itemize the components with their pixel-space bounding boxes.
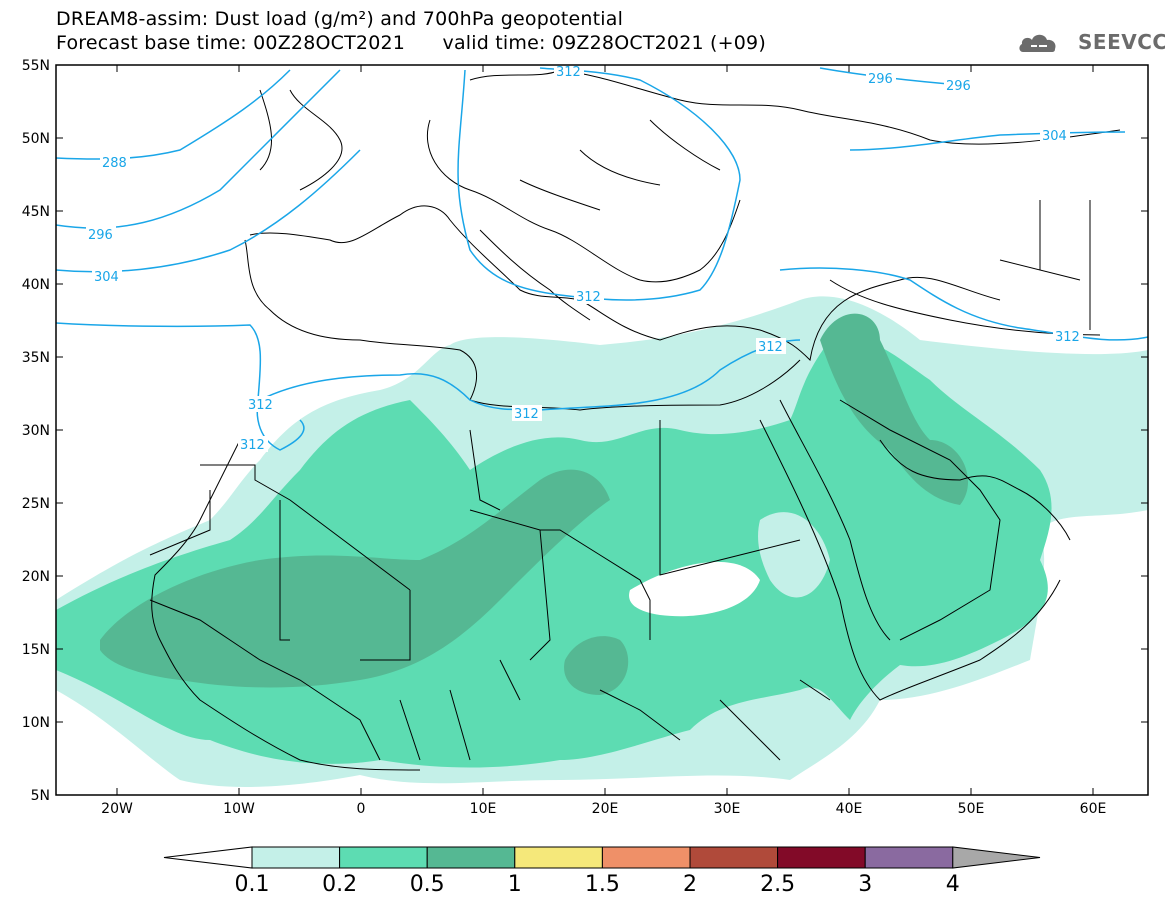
lat-tick-label: 10N — [22, 715, 50, 731]
lat-tick-label: 25N — [22, 496, 50, 512]
latitude-axis: 55N 50N 45N 40N 35N 30N 25N 20N 15N 10N 5N — [22, 58, 1148, 804]
contour-label: 296 — [88, 228, 113, 243]
colorbar-tick-label: 3 — [858, 872, 872, 897]
contour-label: 288 — [102, 156, 127, 171]
contour-label-group: 288 296 304 312 296 296 304 312 312 312 … — [86, 64, 1083, 453]
colorbar-tick-label: 2 — [683, 872, 697, 897]
contour-label: 312 — [576, 290, 601, 305]
colorbar-tick-label: 1.5 — [585, 872, 620, 897]
dust-area-dark-2 — [564, 636, 629, 695]
lat-tick-label: 35N — [22, 350, 50, 366]
dust-area-dark — [100, 469, 610, 688]
lon-tick-label: 20E — [592, 801, 619, 817]
lon-tick-label: 10W — [223, 801, 255, 817]
lon-tick-label: 60E — [1080, 801, 1107, 817]
lon-tick-label: 10E — [470, 801, 497, 817]
contour-label: 296 — [868, 72, 893, 87]
lon-tick-label: 50E — [958, 801, 985, 817]
dust-shading — [56, 296, 1148, 787]
lon-tick-label: 30E — [714, 801, 741, 817]
colorbar-segment — [339, 846, 428, 869]
contour-label: 312 — [240, 438, 265, 453]
map-title: DREAM8-assim: Dust load (g/m²) and 700hP… — [56, 8, 624, 30]
coastlines-and-borders — [149, 69, 1121, 771]
lat-tick-label: 15N — [22, 642, 50, 658]
colorbar-tick-label: 2.5 — [760, 872, 795, 897]
lat-tick-label: 30N — [22, 423, 50, 439]
contour-label: 312 — [556, 65, 581, 80]
colorbar-segment — [777, 846, 866, 869]
colorbar-tick-label: 0.5 — [410, 872, 445, 897]
dust-hole — [629, 561, 760, 617]
lat-tick-label: 55N — [22, 58, 50, 74]
colorbar-over-arrow — [952, 846, 1041, 869]
lat-tick-label: 45N — [22, 204, 50, 220]
contour-label: 312 — [514, 407, 539, 422]
lat-tick-label: 20N — [22, 569, 50, 585]
lon-tick-label: 20W — [101, 801, 133, 817]
lon-tick-label: 40E — [836, 801, 863, 817]
logo-text: SEEVCCC — [1078, 30, 1165, 54]
map-subtitle: Forecast base time: 00Z28OCT2021 valid t… — [56, 32, 766, 54]
colorbar-segment — [426, 846, 516, 869]
lat-tick-label: 5N — [31, 788, 50, 804]
longitude-axis: 20W 10W 0 10E 20E 30E 40E 50E 60E — [101, 65, 1106, 817]
colorbar-segment — [689, 846, 779, 869]
colorbar-tick-label: 0.1 — [235, 872, 270, 897]
dust-area-dark-3 — [820, 313, 969, 505]
lat-tick-label: 50N — [22, 131, 50, 147]
colorbar: 0.1 0.2 0.5 1 1.5 2 2.5 3 4 — [163, 846, 1041, 897]
colorbar-segment — [251, 846, 341, 869]
colorbar-tick-label: 1 — [508, 872, 522, 897]
colorbar-segment — [864, 846, 954, 869]
lon-tick-label: 0 — [357, 801, 366, 817]
contour-label: 296 — [946, 79, 971, 94]
colorbar-segment — [601, 846, 691, 869]
colorbar-segment — [514, 846, 603, 869]
cloud-icon — [1019, 34, 1056, 52]
contour-label: 304 — [94, 270, 119, 285]
contour-label: 312 — [1055, 330, 1080, 345]
colorbar-under-arrow — [163, 846, 253, 869]
contour-label: 304 — [1042, 129, 1067, 144]
contour-label: 312 — [758, 340, 783, 355]
lat-tick-label: 40N — [22, 277, 50, 293]
dust-hole-2 — [758, 512, 830, 598]
colorbar-tick-label: 0.2 — [322, 872, 357, 897]
contour-label: 312 — [248, 398, 273, 413]
colorbar-tick-label: 4 — [946, 872, 960, 897]
seevccc-logo — [1019, 34, 1056, 52]
